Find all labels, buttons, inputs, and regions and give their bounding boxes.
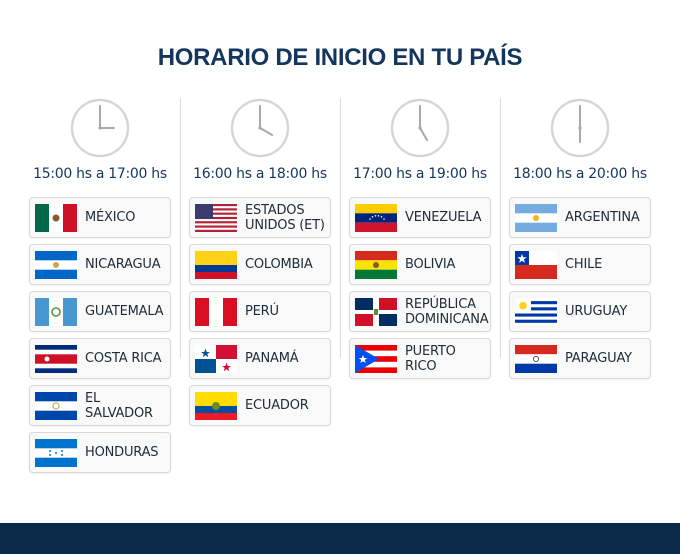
column-divider <box>500 98 501 358</box>
country-card-el-salvador[interactable]: EL SALVADOR <box>29 385 171 426</box>
country-card-mexico[interactable]: MÉXICO <box>29 197 171 238</box>
country-card-uruguay[interactable]: URUGUAY <box>509 291 651 332</box>
page-title: HORARIO DE INICIO EN TU PAÍS <box>157 44 523 71</box>
peru-flag-icon <box>195 297 237 326</box>
country-name: MÉXICO <box>85 210 136 225</box>
country-list: ESTADOS UNIDOS (ET) COLOMBIA PERÚ PANAMÁ ECU… <box>189 197 331 432</box>
usa-flag-icon <box>195 203 237 232</box>
country-name: VENEZUELA <box>405 210 482 225</box>
guatemala-flag-icon <box>35 297 77 326</box>
costa-rica-flag-icon <box>35 344 77 373</box>
country-card-ecuador[interactable]: ECUADOR <box>189 385 331 426</box>
honduras-flag-icon <box>35 438 77 467</box>
country-card-republica-dominicana[interactable]: REPÚBLICA DOMINICANA <box>349 291 491 332</box>
column-divider <box>180 98 181 358</box>
bolivia-flag-icon <box>355 250 397 279</box>
country-name: ARGENTINA <box>565 210 640 225</box>
clock-icon <box>230 98 290 158</box>
country-name: COLOMBIA <box>245 257 313 272</box>
column-divider <box>340 98 341 358</box>
country-card-honduras[interactable]: HONDURAS <box>29 432 171 473</box>
country-name: NICARAGUA <box>85 257 161 272</box>
country-name: PUERTO RICO <box>405 343 456 374</box>
country-name: EL SALVADOR <box>85 390 153 421</box>
country-card-argentina[interactable]: ARGENTINA <box>509 197 651 238</box>
country-name: HONDURAS <box>85 445 159 460</box>
footer-bar <box>0 523 680 554</box>
country-name: REPÚBLICA DOMINICANA <box>405 296 489 327</box>
timezone-column-2: 16:00 hs a 18:00 hs ESTADOS UNIDOS (ET) C… <box>180 96 340 476</box>
country-card-bolivia[interactable]: BOLIVIA <box>349 244 491 285</box>
time-range: 18:00 hs a 20:00 hs <box>513 166 647 182</box>
country-name: ECUADOR <box>245 398 309 413</box>
country-card-puerto-rico[interactable]: PUERTO RICO <box>349 338 491 379</box>
timezone-column-4: 18:00 hs a 20:00 hs ARGENTINA CHILE URUGUA… <box>500 96 660 476</box>
country-card-paraguay[interactable]: PARAGUAY <box>509 338 651 379</box>
country-name: URUGUAY <box>565 304 628 319</box>
country-card-estados-unidos-et[interactable]: ESTADOS UNIDOS (ET) <box>189 197 331 238</box>
timezone-column-1: 15:00 hs a 17:00 hs MÉXICO NICARAGUA GUATE… <box>20 96 180 476</box>
ecuador-flag-icon <box>195 391 237 420</box>
mexico-flag-icon <box>35 203 77 232</box>
country-card-peru[interactable]: PERÚ <box>189 291 331 332</box>
time-range: 17:00 hs a 19:00 hs <box>353 166 487 182</box>
country-name: ESTADOS UNIDOS (ET) <box>245 202 325 233</box>
nicaragua-flag-icon <box>35 250 77 279</box>
country-list: MÉXICO NICARAGUA GUATEMALA COSTA RICA EL SAL… <box>29 197 171 479</box>
country-name: CHILE <box>565 257 603 272</box>
country-name: GUATEMALA <box>85 304 164 319</box>
country-list: ARGENTINA CHILE URUGUAY PARAGUAY <box>509 197 651 385</box>
puerto-rico-flag-icon <box>355 344 397 373</box>
country-card-panama[interactable]: PANAMÁ <box>189 338 331 379</box>
chile-flag-icon <box>515 250 557 279</box>
country-name: PANAMÁ <box>245 351 299 366</box>
time-range: 15:00 hs a 17:00 hs <box>33 166 167 182</box>
venezuela-flag-icon <box>355 203 397 232</box>
clock-icon <box>390 98 450 158</box>
country-card-costa-rica[interactable]: COSTA RICA <box>29 338 171 379</box>
panama-flag-icon <box>195 344 237 373</box>
clock-icon <box>70 98 130 158</box>
dominican-republic-flag-icon <box>355 297 397 326</box>
country-card-chile[interactable]: CHILE <box>509 244 651 285</box>
country-list: VENEZUELA BOLIVIA REPÚBLICA DOMINICANA PUER… <box>349 197 491 385</box>
country-card-nicaragua[interactable]: NICARAGUA <box>29 244 171 285</box>
country-name: COSTA RICA <box>85 351 162 366</box>
colombia-flag-icon <box>195 250 237 279</box>
country-card-colombia[interactable]: COLOMBIA <box>189 244 331 285</box>
timezone-column-3: 17:00 hs a 19:00 hs VENEZUELA BOLIVIA REPÚ… <box>340 96 500 476</box>
time-range: 16:00 hs a 18:00 hs <box>193 166 327 182</box>
paraguay-flag-icon <box>515 344 557 373</box>
country-name: PERÚ <box>245 304 279 319</box>
country-card-guatemala[interactable]: GUATEMALA <box>29 291 171 332</box>
clock-icon <box>550 98 610 158</box>
country-card-venezuela[interactable]: VENEZUELA <box>349 197 491 238</box>
country-name: BOLIVIA <box>405 257 456 272</box>
country-name: PARAGUAY <box>565 351 632 366</box>
argentina-flag-icon <box>515 203 557 232</box>
el-salvador-flag-icon <box>35 391 77 420</box>
uruguay-flag-icon <box>515 297 557 326</box>
